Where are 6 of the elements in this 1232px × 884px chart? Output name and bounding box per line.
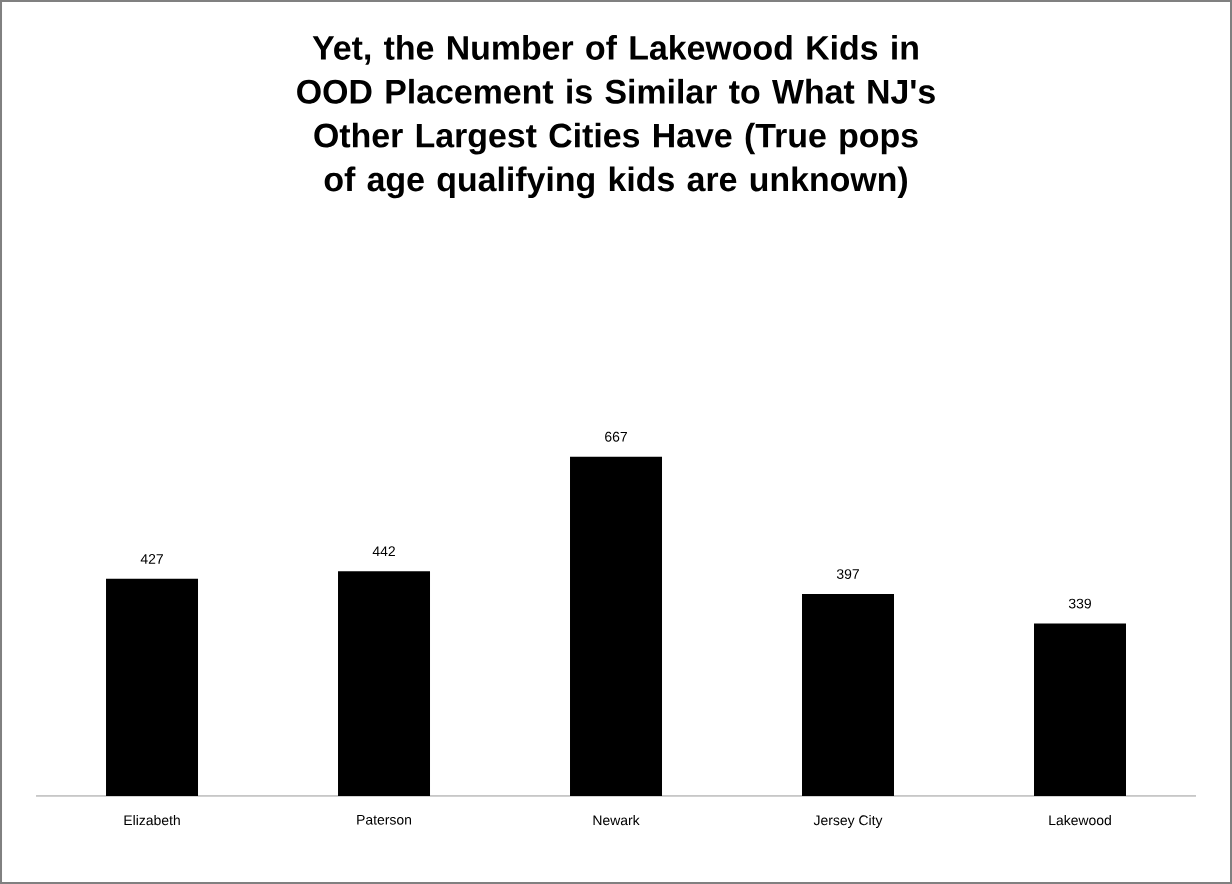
chart-title: Yet, the Number of Lakewood Kids in OOD Placement is Similar to What NJ's Other Largest Cities Have (True pops of age qualifying kids are unknown) [297,35,935,199]
bar [338,571,431,796]
bar [802,594,895,796]
bar [1034,623,1126,796]
bar [106,578,199,796]
bar [570,456,663,796]
